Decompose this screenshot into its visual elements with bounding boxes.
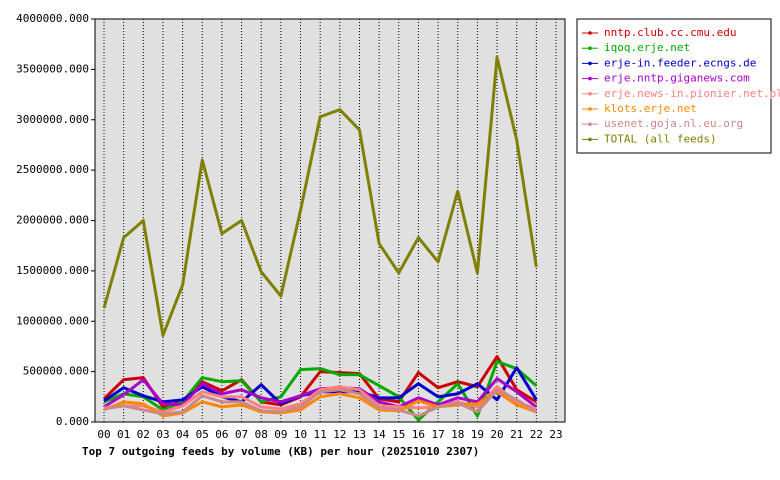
y-tick-label: 1000000.000 bbox=[16, 314, 89, 327]
y-tick-label: 500000.000 bbox=[23, 365, 89, 378]
legend-label: erje-in.feeder.ecngs.de bbox=[604, 56, 756, 69]
y-tick-label: 3000000.000 bbox=[16, 113, 89, 126]
legend-dot bbox=[588, 31, 592, 35]
legend-dot bbox=[588, 92, 592, 96]
x-tick-label: 21 bbox=[510, 428, 523, 441]
legend-dot bbox=[588, 46, 592, 50]
legend-label: usenet.goja.nl.eu.org bbox=[604, 117, 743, 130]
x-tick-label: 20 bbox=[490, 428, 503, 441]
legend-label: erje.nntp.giganews.com bbox=[604, 72, 750, 85]
legend-label: iqoq.erje.net bbox=[604, 41, 690, 54]
y-tick-label: 1500000.000 bbox=[16, 264, 89, 277]
x-tick-label: 05 bbox=[196, 428, 209, 441]
x-tick-label: 00 bbox=[97, 428, 110, 441]
legend-dot bbox=[588, 122, 592, 126]
x-tick-label: 02 bbox=[137, 428, 150, 441]
series-line bbox=[103, 388, 538, 418]
legend-label: erje.news-in.pionier.net.pl bbox=[604, 87, 780, 100]
x-tick-label: 03 bbox=[156, 428, 169, 441]
x-tick-label: 12 bbox=[333, 428, 346, 441]
y-tick-label: 2000000.000 bbox=[16, 214, 89, 227]
x-tick-label: 04 bbox=[176, 428, 190, 441]
y-tick-label: 2500000.000 bbox=[16, 163, 89, 176]
y-tick-label: 4000000.000 bbox=[16, 12, 89, 25]
x-tick-label: 06 bbox=[215, 428, 228, 441]
legend-box bbox=[576, 18, 772, 154]
series-line bbox=[102, 55, 538, 337]
legend-dot bbox=[588, 137, 592, 142]
x-tick-label: 16 bbox=[412, 428, 425, 441]
y-tick-label: 0.000 bbox=[56, 415, 89, 428]
plot-area bbox=[94, 18, 566, 423]
x-tick-label: 07 bbox=[235, 428, 248, 441]
x-tick-label: 15 bbox=[392, 428, 405, 441]
legend-dot bbox=[588, 61, 592, 66]
legend-label: klots.erje.net bbox=[604, 102, 697, 115]
x-tick-label: 13 bbox=[353, 428, 366, 441]
x-tick-label: 11 bbox=[314, 428, 327, 441]
x-tick-label: 01 bbox=[117, 428, 130, 441]
chart-title: Top 7 outgoing feeds by volume (KB) per … bbox=[82, 445, 479, 458]
x-tick-label: 10 bbox=[294, 428, 307, 441]
x-tick-label: 09 bbox=[274, 428, 287, 441]
x-tick-label: 23 bbox=[549, 428, 562, 441]
x-tick-label: 22 bbox=[530, 428, 543, 441]
x-tick-label: 08 bbox=[255, 428, 268, 441]
x-tick-label: 17 bbox=[431, 428, 444, 441]
legend-label: TOTAL (all feeds) bbox=[604, 132, 717, 145]
legend-label: nntp.club.cc.cmu.edu bbox=[604, 26, 736, 39]
x-tick-label: 19 bbox=[471, 428, 484, 441]
x-tick-label: 14 bbox=[373, 428, 387, 441]
legend-dot bbox=[588, 107, 592, 111]
x-tick-label: 18 bbox=[451, 428, 464, 441]
legend-dot bbox=[588, 76, 592, 81]
y-tick-label: 3500000.000 bbox=[16, 62, 89, 75]
